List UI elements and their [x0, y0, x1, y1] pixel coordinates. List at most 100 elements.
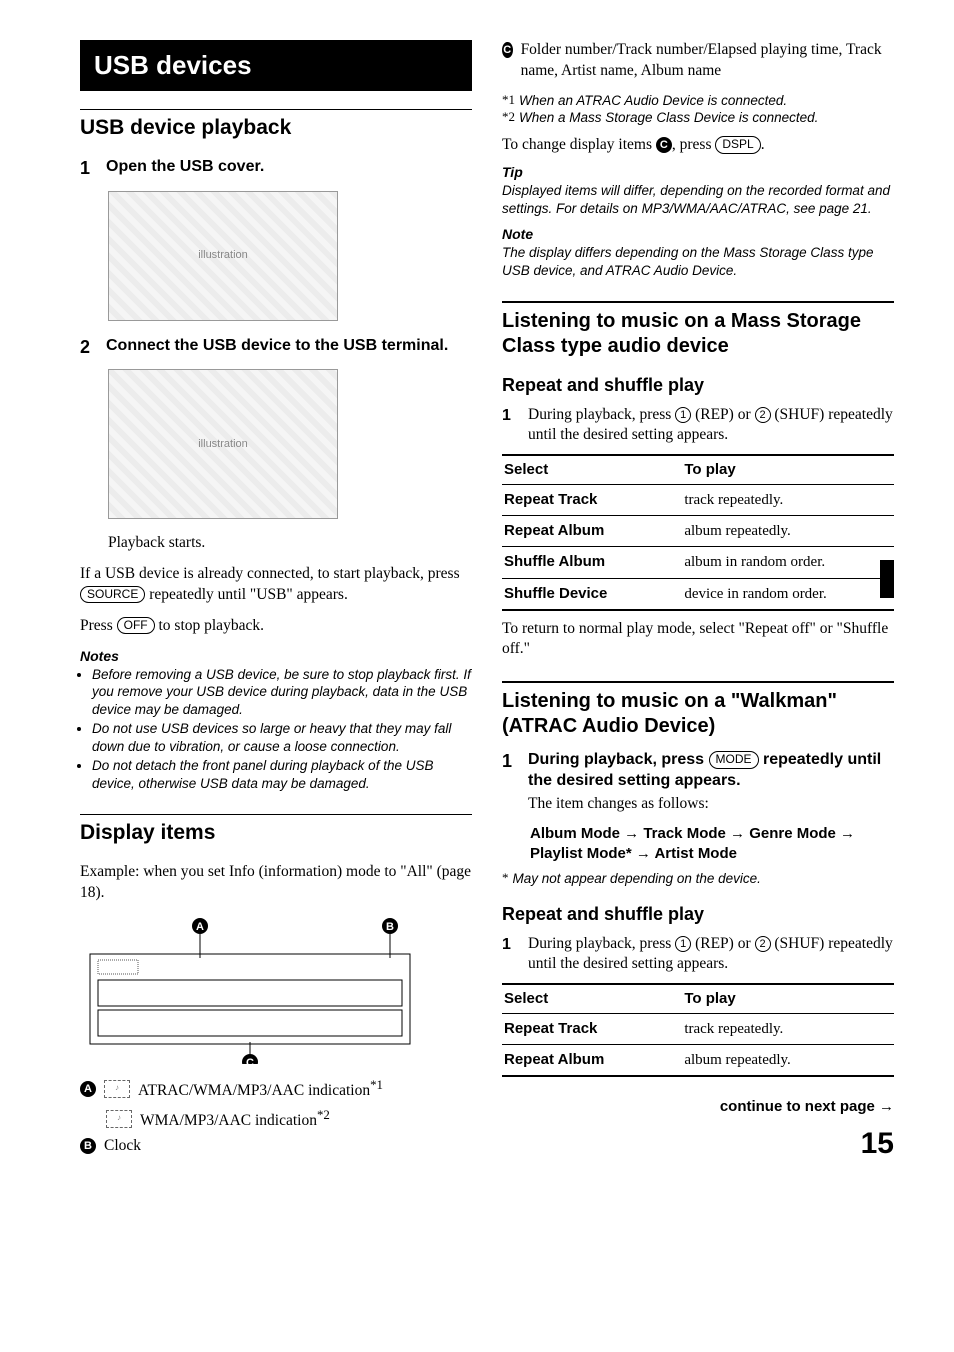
walkman-step-1: 1 During playback, press MODE repeatedly… [502, 749, 894, 814]
table-cell: Repeat Album [502, 1045, 682, 1077]
text-fragment: To change display items [502, 136, 656, 153]
footnote-2: *2 When a Mass Storage Class Device is c… [502, 109, 894, 127]
heading-walkman: Listening to music on a "Walkman" (ATRAC… [502, 681, 894, 739]
table-row: Shuffle Albumalbum in random order. [502, 547, 894, 578]
table-cell: album in random order. [682, 547, 894, 578]
page-number: 15 [502, 1124, 894, 1165]
footnote-text: When an ATRAC Audio Device is connected. [519, 92, 787, 110]
step-number: 1 [80, 156, 96, 180]
table-cell: track repeatedly. [682, 1013, 894, 1044]
step-number: 1 [502, 405, 518, 445]
text-fragment: If a USB device is already connected, to… [80, 565, 460, 582]
table-header: To play [682, 984, 894, 1014]
footnote-marker: *1 [502, 92, 515, 110]
table-cell: track repeatedly. [682, 484, 894, 515]
indicator-text: ATRAC/WMA/MP3/AAC indication [138, 1082, 370, 1099]
text-fragment: During playback, press [528, 935, 675, 952]
note-item: Do not use USB devices so large or heavy… [92, 720, 472, 755]
table-cell: Repeat Track [502, 1013, 682, 1044]
footnote-marker: * [502, 870, 509, 888]
step-text: Connect the USB device to the USB termin… [106, 335, 448, 359]
repeat-step-2: 1 During playback, press 1 (REP) or 2 (S… [502, 934, 894, 974]
note-item: Do not detach the front panel during pla… [92, 757, 472, 792]
table-header: Select [502, 455, 682, 485]
sup-marker: *2 [317, 1107, 330, 1122]
button-2-icon: 2 [755, 407, 771, 423]
text-fragment: (REP) or [691, 935, 754, 952]
mode-footnote: * May not appear depending on the device… [502, 870, 894, 888]
svg-text:B: B [386, 921, 394, 933]
dspl-button-label: DSPL [715, 136, 760, 154]
section-banner: USB devices [80, 40, 472, 91]
step-text: During playback, press 1 (REP) or 2 (SHU… [528, 405, 894, 445]
play-mode-table-2: Select To play Repeat Tracktrack repeate… [502, 983, 894, 1078]
table-row: Repeat Tracktrack repeatedly. [502, 484, 894, 515]
table-header: Select [502, 984, 682, 1014]
heading-display-items: Display items [80, 814, 472, 847]
table-row: Repeat Tracktrack repeatedly. [502, 1013, 894, 1044]
figure-usb-connect: illustration [108, 369, 338, 519]
repeat-step-1: 1 During playback, press 1 (REP) or 2 (S… [502, 405, 894, 445]
tip-heading: Tip [502, 163, 894, 182]
already-connected-text: If a USB device is already connected, to… [80, 564, 472, 606]
left-column: USB devices USB device playback 1 Open t… [80, 40, 472, 1164]
source-button-label: SOURCE [80, 586, 145, 604]
indicator-a-line-2: ♪ WMA/MP3/AAC indication*2 [80, 1106, 472, 1132]
footnote-1: *1 When an ATRAC Audio Device is connect… [502, 92, 894, 110]
text-fragment: During playback, press [528, 406, 675, 423]
mode-button-label: MODE [709, 751, 759, 769]
text-fragment: , press [672, 136, 715, 153]
table-cell: device in random order. [682, 578, 894, 610]
table-cell: Repeat Track [502, 484, 682, 515]
notes-heading: Notes [80, 647, 472, 666]
callout-c-inline-icon: C [656, 137, 672, 153]
step-number: 2 [80, 335, 96, 359]
step-1: 1 Open the USB cover. [80, 156, 472, 180]
mode-chain: Album Mode → Track Mode → Genre Mode → P… [530, 824, 894, 865]
table-cell: album repeatedly. [682, 1045, 894, 1077]
step-2: 2 Connect the USB device to the USB term… [80, 335, 472, 359]
indicator-c-line: C Folder number/Track number/Elapsed pla… [502, 40, 894, 82]
heading-mass-storage: Listening to music on a Mass Storage Cla… [502, 301, 894, 359]
footnote-text: May not appear depending on the device. [513, 870, 761, 888]
off-button-label: OFF [117, 617, 155, 635]
svg-text:C: C [246, 1057, 254, 1064]
heading-repeat-shuffle-2: Repeat and shuffle play [502, 902, 894, 926]
sup-marker: *1 [370, 1077, 383, 1092]
text-fragment: During playback, press [528, 751, 709, 768]
tip-text: Displayed items will differ, depending o… [502, 182, 894, 217]
note-text: The display differs depending on the Mas… [502, 244, 894, 279]
indicator-text: WMA/MP3/AAC indication [140, 1112, 317, 1129]
button-2-icon: 2 [755, 936, 771, 952]
table-cell: album repeatedly. [682, 516, 894, 547]
notes-list: Before removing a USB device, be sure to… [80, 666, 472, 793]
table-row: Repeat Albumalbum repeatedly. [502, 516, 894, 547]
text-fragment: to stop playback. [155, 617, 264, 634]
right-column: C Folder number/Track number/Elapsed pla… [502, 40, 894, 1164]
step-number: 1 [502, 749, 518, 814]
edge-tab-marker [880, 560, 894, 598]
text-fragment: Press [80, 617, 117, 634]
playback-starts-text: Playback starts. [108, 533, 472, 554]
callout-b-icon: B [80, 1138, 96, 1154]
heading-repeat-shuffle-1: Repeat and shuffle play [502, 373, 894, 397]
footnote-marker: *2 [502, 109, 515, 127]
display-diagram: A B C [80, 914, 472, 1064]
example-text: Example: when you set Info (information)… [80, 862, 472, 904]
note-item: Before removing a USB device, be sure to… [92, 666, 472, 719]
note-heading: Note [502, 225, 894, 244]
heading-usb-playback: USB device playback [80, 109, 472, 142]
step-body: The item changes as follows: [528, 794, 894, 814]
step-number: 1 [502, 934, 518, 974]
step-text: During playback, press 1 (REP) or 2 (SHU… [528, 934, 894, 974]
table-cell: Shuffle Device [502, 578, 682, 610]
wma-icon: ♪ [106, 1110, 132, 1128]
table-cell: Shuffle Album [502, 547, 682, 578]
indicator-text: Clock [104, 1136, 141, 1157]
footnote-text: When a Mass Storage Class Device is conn… [519, 109, 818, 127]
change-display-text: To change display items C, press DSPL. [502, 135, 894, 155]
table-cell: Repeat Album [502, 516, 682, 547]
figure-usb-cover: illustration [108, 191, 338, 321]
press-off-text: Press OFF to stop playback. [80, 616, 472, 637]
play-mode-table-1: Select To play Repeat Tracktrack repeate… [502, 454, 894, 611]
